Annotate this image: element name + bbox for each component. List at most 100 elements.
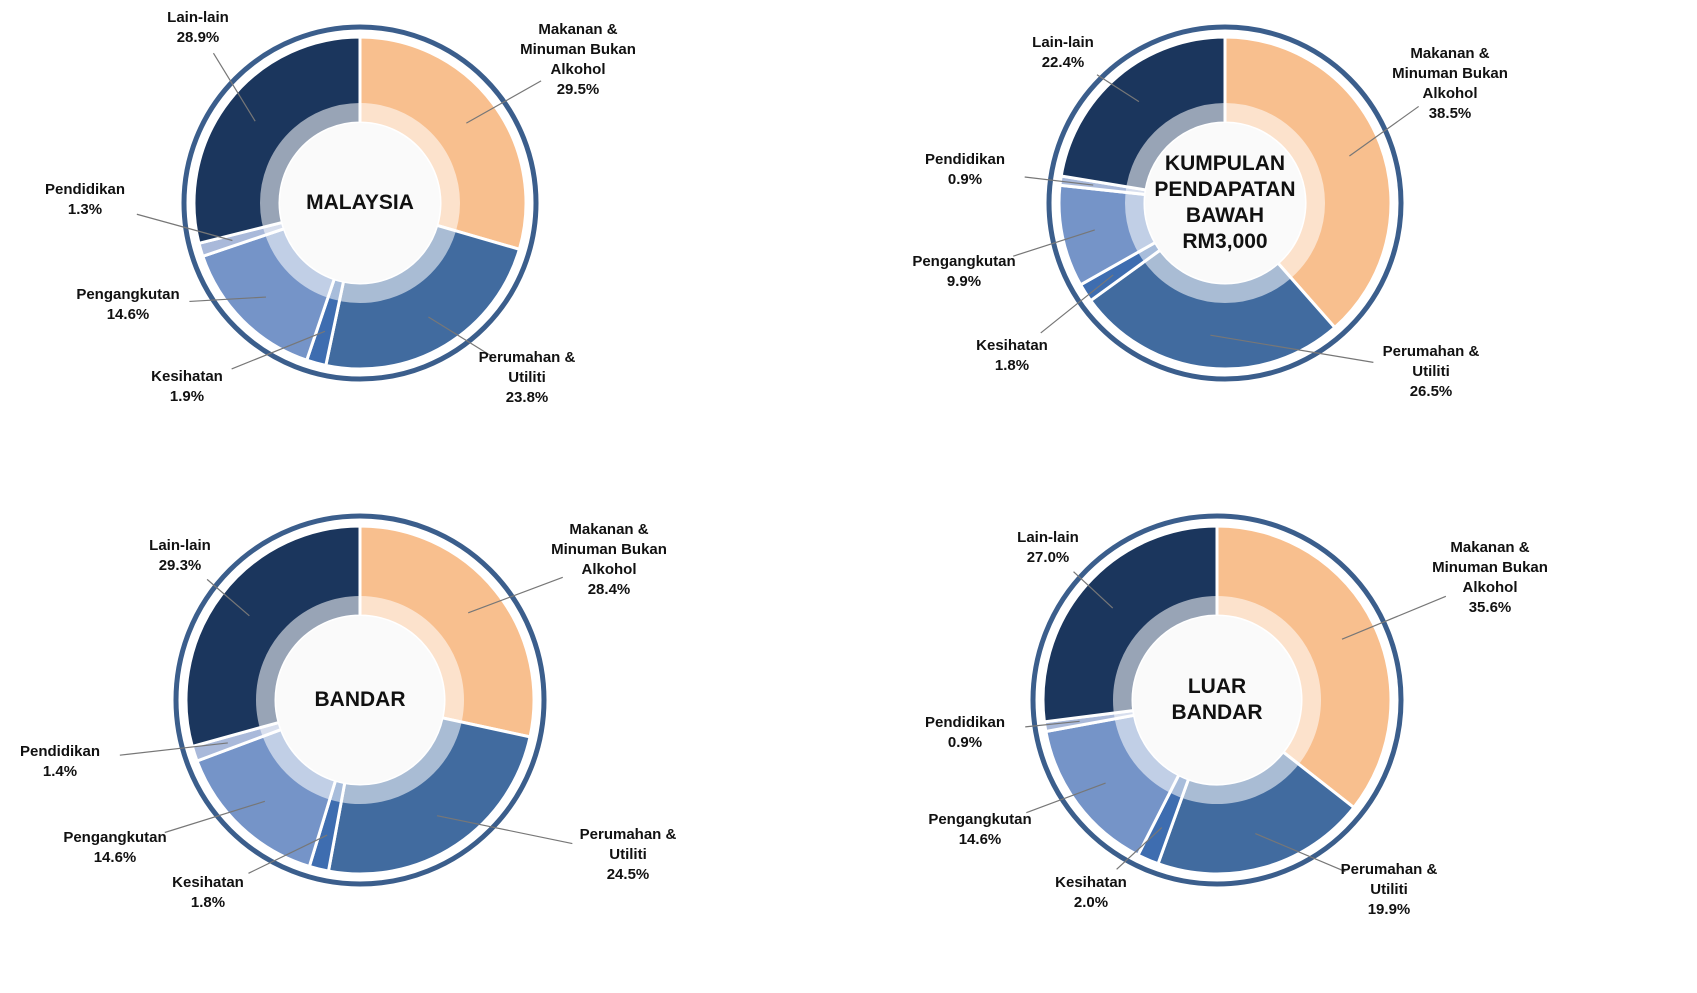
category-label: Lain-lain xyxy=(1032,34,1094,51)
leader-line xyxy=(1025,720,1080,728)
data-label: Pendidikan 0.9% xyxy=(900,150,1030,190)
data-label: Makanan & Minuman Bukan Alkohol 38.5% xyxy=(1385,44,1515,124)
data-label: Kesihatan 1.8% xyxy=(947,336,1077,376)
leader-line xyxy=(212,52,256,122)
inner-band xyxy=(1125,103,1325,303)
leader-line xyxy=(1116,827,1163,870)
data-label: Lain-lain 28.9% xyxy=(133,8,263,48)
leader-line xyxy=(436,815,573,845)
category-label: Pengangkutan xyxy=(912,253,1016,270)
value-label: 1.4% xyxy=(42,763,78,780)
outer-ring xyxy=(173,513,547,887)
category-label: Perumahan & Utiliti xyxy=(1340,861,1438,898)
category-label: Pengangkutan xyxy=(63,829,167,846)
category-label: Perumahan & Utiliti xyxy=(478,349,576,386)
leader-line xyxy=(231,330,326,370)
category-label: Pendidikan xyxy=(924,714,1006,731)
leader-line xyxy=(164,800,266,834)
center-label: LUAR BANDAR xyxy=(1171,675,1263,724)
category-label: Lain-lain xyxy=(149,537,211,554)
leader-line xyxy=(1255,833,1346,873)
category-label: Perumahan & Utiliti xyxy=(579,826,677,863)
leader-line xyxy=(248,834,328,874)
value-label: 38.5% xyxy=(1428,105,1472,122)
data-label: Makanan & Minuman Bukan Alkohol 35.6% xyxy=(1425,538,1555,618)
data-label: Pendidikan 0.9% xyxy=(900,713,1030,753)
leader-line xyxy=(119,742,228,756)
value-label: 29.3% xyxy=(158,557,202,574)
center-label: BANDAR xyxy=(314,688,406,711)
leader-line xyxy=(189,296,266,303)
leader-line xyxy=(206,578,250,617)
value-label: 28.9% xyxy=(176,29,220,46)
data-label: Pendidikan 1.4% xyxy=(0,742,125,782)
value-label: 1.3% xyxy=(67,201,103,218)
category-label: Kesihatan xyxy=(1055,874,1127,891)
value-label: 35.6% xyxy=(1468,599,1512,616)
category-label: Pengangkutan xyxy=(76,286,180,303)
value-label: 0.9% xyxy=(947,171,983,188)
category-label: Kesihatan xyxy=(151,368,223,385)
hole xyxy=(1133,616,1301,784)
data-label: Perumahan & Utiliti 26.5% xyxy=(1366,342,1496,402)
outer-ring xyxy=(1030,513,1404,887)
value-label: 1.8% xyxy=(190,894,226,911)
leader-line xyxy=(1341,595,1447,640)
leader-line xyxy=(1096,74,1140,103)
inner-band xyxy=(1113,596,1321,804)
data-label: Perumahan & Utiliti 23.8% xyxy=(462,348,592,408)
hole xyxy=(280,123,440,283)
category-label: Makanan & Minuman Bukan Alkohol xyxy=(1432,539,1548,596)
data-label: Lain-lain 29.3% xyxy=(115,536,245,576)
category-label: Pendidikan xyxy=(44,181,126,198)
leader-line xyxy=(1024,176,1094,186)
inner-band xyxy=(256,596,464,804)
category-label: Pengangkutan xyxy=(928,811,1032,828)
value-label: 0.9% xyxy=(947,734,983,751)
category-label: Makanan & Minuman Bukan Alkohol xyxy=(520,21,636,78)
category-label: Pendidikan xyxy=(19,743,101,760)
slice xyxy=(326,716,532,876)
value-label: 14.6% xyxy=(93,849,137,866)
data-label: Kesihatan 1.8% xyxy=(143,873,273,913)
leader-line xyxy=(1210,334,1374,363)
category-label: Perumahan & Utiliti xyxy=(1382,343,1480,380)
value-label: 14.6% xyxy=(106,306,150,323)
data-label: Perumahan & Utiliti 19.9% xyxy=(1324,860,1454,920)
data-label: Pendidikan 1.3% xyxy=(20,180,150,220)
leader-line xyxy=(1013,229,1095,257)
value-label: 27.0% xyxy=(1026,549,1070,566)
value-label: 19.9% xyxy=(1367,901,1411,918)
leader-line xyxy=(1026,782,1106,814)
leader-line xyxy=(136,213,233,242)
leader-line xyxy=(1040,274,1114,334)
center-label: MALAYSIA xyxy=(306,191,414,214)
category-label: Makanan & Minuman Bukan Alkohol xyxy=(1392,45,1508,102)
value-label: 23.8% xyxy=(505,389,549,406)
value-label: 9.9% xyxy=(946,273,982,290)
hole xyxy=(1145,123,1305,283)
outer-ring xyxy=(1046,24,1404,382)
leader-line xyxy=(428,316,493,357)
data-label: Perumahan & Utiliti 24.5% xyxy=(563,825,693,885)
category-label: Pendidikan xyxy=(924,151,1006,168)
data-label: Makanan & Minuman Bukan Alkohol 28.4% xyxy=(544,520,674,600)
data-label: Kesihatan 2.0% xyxy=(1026,873,1156,913)
inner-band xyxy=(260,103,460,303)
value-label: 22.4% xyxy=(1041,54,1085,71)
leader-line xyxy=(1073,571,1114,609)
value-label: 26.5% xyxy=(1409,383,1453,400)
data-label: Lain-lain 27.0% xyxy=(983,528,1113,568)
data-label: Pengangkutan 9.9% xyxy=(899,252,1029,292)
category-label: Makanan & Minuman Bukan Alkohol xyxy=(551,521,667,578)
center-label: KUMPULAN PENDAPATAN BAWAH RM3,000 xyxy=(1154,152,1296,253)
value-label: 2.0% xyxy=(1073,894,1109,911)
value-label: 29.5% xyxy=(556,81,600,98)
value-label: 24.5% xyxy=(606,866,650,883)
category-label: Kesihatan xyxy=(172,874,244,891)
value-label: 1.8% xyxy=(994,357,1030,374)
leader-line xyxy=(1349,105,1420,157)
category-label: Kesihatan xyxy=(976,337,1048,354)
category-label: Lain-lain xyxy=(167,9,229,26)
